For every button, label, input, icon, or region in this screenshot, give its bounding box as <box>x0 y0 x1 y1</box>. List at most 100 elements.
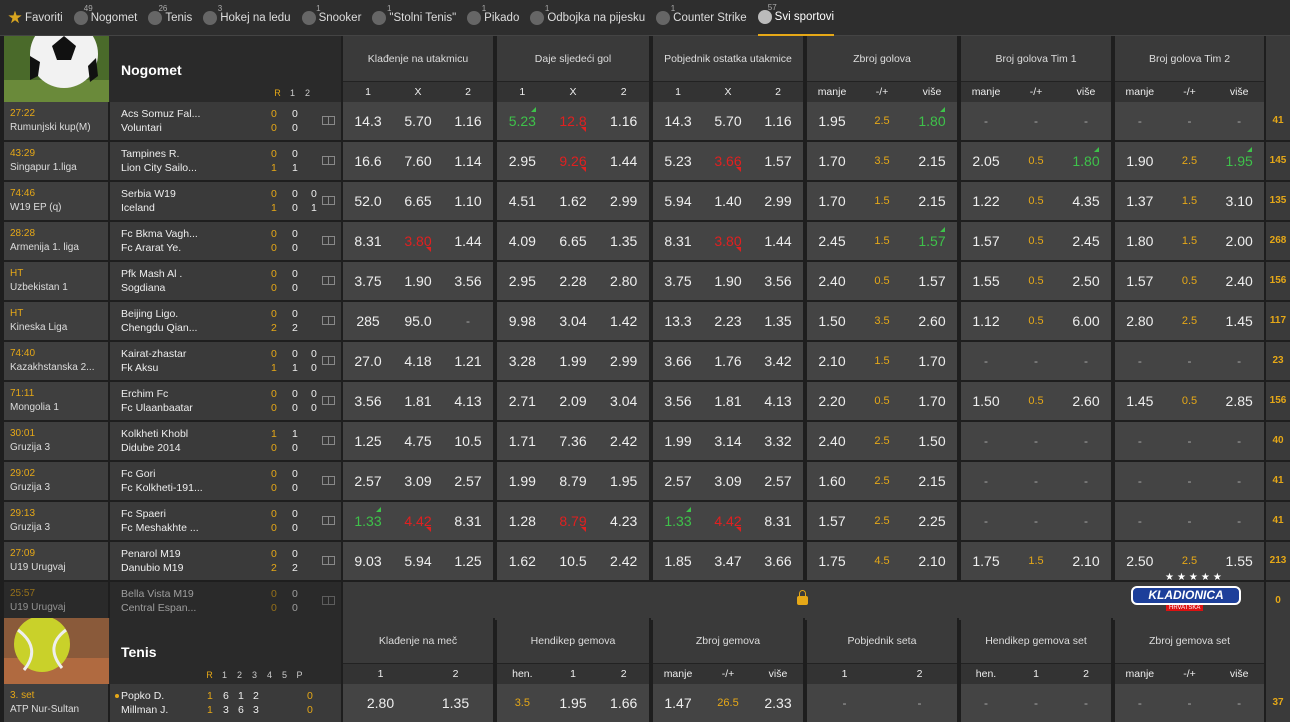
odds-value[interactable]: 3.80 <box>703 233 753 249</box>
odds-value[interactable]: 1.57 <box>907 233 957 249</box>
odds-value[interactable]: 1.95 <box>559 695 587 711</box>
odds-value[interactable]: 1.33 <box>653 513 703 529</box>
odds-value[interactable]: 3.04 <box>559 313 587 329</box>
odds-value[interactable]: 2.09 <box>559 393 587 409</box>
odds-value[interactable]: 7.36 <box>559 433 587 449</box>
odds-value[interactable]: 1.55 <box>1225 553 1253 569</box>
odds-value[interactable]: 2.10 <box>818 353 846 369</box>
odds-value[interactable]: 1.71 <box>508 433 536 449</box>
nav-item-counter-strike[interactable]: 1 Counter Strike <box>656 0 747 36</box>
odds-value[interactable]: 3.80 <box>393 233 443 249</box>
odds-value[interactable]: 27.0 <box>354 353 382 369</box>
stats-icon[interactable] <box>322 476 335 485</box>
odds-value[interactable]: 7.60 <box>404 153 432 169</box>
odds-value[interactable]: 14.3 <box>664 113 692 129</box>
match-teams[interactable]: Erchim Fc Fc Ulaanbaatar 0 0 0 0 0 0 <box>110 382 341 420</box>
odds-value[interactable]: 2.40 <box>818 433 846 449</box>
odds-value[interactable]: 1.66 <box>610 695 638 711</box>
odds-value[interactable]: 16.6 <box>354 153 382 169</box>
odds-value[interactable]: 2.05 <box>972 153 1000 169</box>
odds-value[interactable]: 1.95 <box>610 473 638 489</box>
match-teams[interactable]: Fc Spaeri Fc Meshakhte ... 0 0 0 0 <box>110 502 341 540</box>
odds-value[interactable]: 8.31 <box>664 233 692 249</box>
markets-count[interactable]: 117 <box>1266 302 1290 340</box>
odds-value[interactable]: 2.15 <box>918 153 946 169</box>
odds-value[interactable]: 1.42 <box>610 313 638 329</box>
odds-value[interactable]: 1.50 <box>918 433 946 449</box>
match-teams[interactable]: Penarol M19 Danubio M19 0 2 0 2 <box>110 542 341 580</box>
odds-value[interactable]: 1.25 <box>354 433 382 449</box>
odds-value[interactable]: 3.75 <box>664 273 692 289</box>
nav-item-darts[interactable]: 1 Pikado <box>467 0 519 36</box>
match-teams[interactable]: Acs Somuz Fal... Voluntari 0 0 0 0 <box>110 102 341 140</box>
odds-value[interactable]: 1.95 <box>818 113 846 129</box>
odds-value[interactable]: 6.65 <box>404 193 432 209</box>
odds-value[interactable]: 4.75 <box>404 433 432 449</box>
odds-value[interactable]: 2.80 <box>1126 313 1154 329</box>
odds-value[interactable]: 1.35 <box>610 233 638 249</box>
odds-value[interactable]: 2.42 <box>610 433 638 449</box>
odds-value[interactable]: 1.50 <box>972 393 1000 409</box>
odds-value[interactable]: 2.99 <box>610 353 638 369</box>
odds-value[interactable]: 2.42 <box>610 553 638 569</box>
odds-value[interactable]: 5.94 <box>404 553 432 569</box>
odds-value[interactable]: 8.79 <box>559 473 587 489</box>
odds-value[interactable]: 1.95 <box>1214 153 1264 169</box>
markets-count[interactable]: 41 <box>1266 102 1290 140</box>
odds-value[interactable]: 1.90 <box>1126 153 1154 169</box>
odds-value[interactable]: 3.04 <box>610 393 638 409</box>
odds-value[interactable]: 5.23 <box>664 153 692 169</box>
odds-value[interactable]: 285 <box>356 313 380 329</box>
odds-value[interactable]: 12.8 <box>548 113 599 129</box>
stats-icon[interactable] <box>322 236 335 245</box>
markets-count[interactable]: 41 <box>1266 462 1290 500</box>
match-row[interactable]: 3. set ATP Nur-Sultan Popko D. Millman J. 1 1… <box>4 684 1290 722</box>
stats-icon[interactable] <box>322 196 335 205</box>
odds-value[interactable]: 1.62 <box>559 193 587 209</box>
odds-value[interactable]: 2.10 <box>1072 553 1100 569</box>
odds-value[interactable]: 1.22 <box>972 193 1000 209</box>
match-row[interactable]: 74:46 W19 EP (q) Serbia W19 Iceland 0 1 0 0 0 1 52… <box>4 182 1290 220</box>
odds-value[interactable]: 3.10 <box>1225 193 1253 209</box>
odds-value[interactable]: 3.75 <box>354 273 382 289</box>
odds-value[interactable]: 1.16 <box>610 113 638 129</box>
match-teams[interactable]: Fc Bkma Vagh... Fc Ararat Ye. 0 0 0 0 <box>110 222 341 260</box>
odds-value[interactable]: 2.57 <box>354 473 382 489</box>
markets-count[interactable]: 145 <box>1266 142 1290 180</box>
odds-value[interactable]: 1.44 <box>610 153 638 169</box>
odds-value[interactable]: 2.15 <box>918 473 946 489</box>
odds-value[interactable]: 1.57 <box>918 273 946 289</box>
match-teams[interactable]: Beijing Ligo. Chengdu Qian... 0 2 0 2 <box>110 302 341 340</box>
odds-value[interactable]: 2.95 <box>508 153 536 169</box>
odds-value[interactable]: 5.94 <box>664 193 692 209</box>
odds-value[interactable]: 1.21 <box>454 353 482 369</box>
odds-value[interactable]: 9.98 <box>508 313 536 329</box>
odds-value[interactable]: 2.40 <box>818 273 846 289</box>
odds-value[interactable]: 3.09 <box>714 473 742 489</box>
markets-count[interactable]: 0 <box>1266 582 1290 620</box>
match-teams[interactable]: Kairat-zhastar Fk Aksu 0 1 0 1 0 0 <box>110 342 341 380</box>
match-row[interactable]: 27:22 Rumunjski kup(M) Acs Somuz Fal... Vol… <box>4 102 1290 140</box>
nav-item-all-sports[interactable]: 57 Svi sportovi <box>757 0 835 36</box>
odds-value[interactable]: 3.09 <box>404 473 432 489</box>
odds-value[interactable]: 1.75 <box>818 553 846 569</box>
odds-value[interactable]: 2.71 <box>508 393 536 409</box>
odds-value[interactable]: 5.70 <box>404 113 432 129</box>
odds-value[interactable]: 1.99 <box>559 353 587 369</box>
nav-item-soccer[interactable]: 49 Nogomet <box>73 0 137 36</box>
odds-value[interactable]: 4.23 <box>610 513 638 529</box>
odds-value[interactable]: 2.57 <box>664 473 692 489</box>
markets-count[interactable]: 156 <box>1266 262 1290 300</box>
odds-value[interactable]: 2.85 <box>1225 393 1253 409</box>
odds-value[interactable]: 10.5 <box>454 433 482 449</box>
odds-value[interactable]: 1.57 <box>764 153 792 169</box>
match-row[interactable]: HT Kineska Liga Beijing Ligo. Chengdu Qian.… <box>4 302 1290 340</box>
odds-value[interactable]: 3.66 <box>664 353 692 369</box>
odds-value[interactable]: 1.40 <box>714 193 742 209</box>
odds-value[interactable]: 5.23 <box>497 113 548 129</box>
odds-value[interactable]: 1.70 <box>918 353 946 369</box>
stats-icon[interactable] <box>322 156 335 165</box>
odds-value[interactable]: 5.70 <box>714 113 742 129</box>
odds-value[interactable]: 3.14 <box>714 433 742 449</box>
nav-item-star[interactable]: 0 Favoriti <box>8 0 63 36</box>
